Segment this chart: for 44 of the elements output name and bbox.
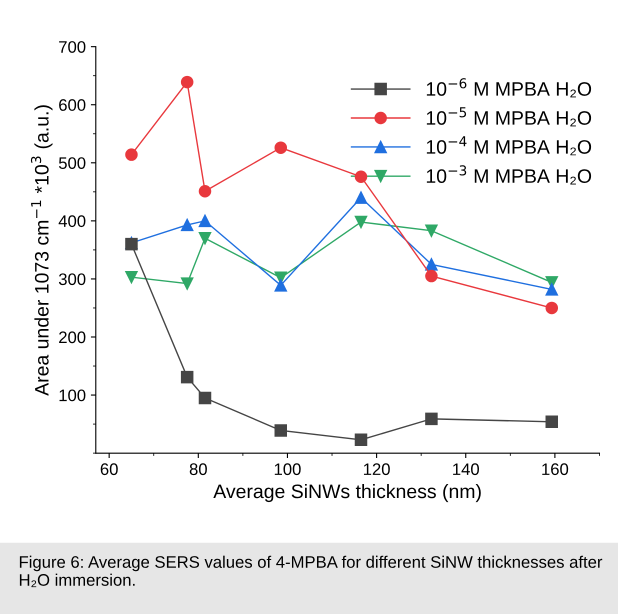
point xyxy=(180,370,194,384)
x-tick-label: 140 xyxy=(453,463,479,476)
y-axis-title: Area under 1073 cm$^{−1}$ *10$^{3}$ (a.u.) xyxy=(30,105,52,396)
y-tick-label: 200 xyxy=(59,331,86,344)
point xyxy=(546,416,558,428)
x-tick-label: 160 xyxy=(542,463,568,476)
point xyxy=(180,277,194,290)
y-tick-label: 700 xyxy=(59,41,86,53)
legend-label: 10$^{−4}$ M MPBA H₂O xyxy=(426,136,592,156)
x-tick-label: 120 xyxy=(364,463,390,476)
point xyxy=(546,283,558,296)
point xyxy=(198,232,212,245)
point xyxy=(425,224,438,237)
point xyxy=(354,191,368,204)
point xyxy=(354,170,368,183)
point xyxy=(125,148,138,161)
point xyxy=(125,270,138,284)
point xyxy=(198,185,212,198)
point xyxy=(354,434,368,446)
point xyxy=(274,424,288,437)
x-tick-label: 60 xyxy=(100,463,118,476)
point xyxy=(425,270,438,282)
point xyxy=(425,412,438,426)
point xyxy=(425,258,438,271)
legend-label: 10$^{−5}$ M MPBA H₂O xyxy=(426,107,592,126)
point xyxy=(546,302,558,314)
point xyxy=(180,218,194,232)
x-tick-label: 80 xyxy=(190,463,207,476)
y-tick-label: 400 xyxy=(58,215,86,228)
y-tick-label: 500 xyxy=(58,157,86,169)
point xyxy=(198,392,212,404)
y-tick-label: 600 xyxy=(59,99,86,111)
point xyxy=(274,279,288,292)
point xyxy=(274,141,288,154)
legend-label: 10$^{−3}$ M MPBA H₂O xyxy=(426,165,592,184)
x-tick-label: 100 xyxy=(274,463,301,476)
y-tick-label: 100 xyxy=(60,389,86,402)
point xyxy=(198,214,212,228)
y-tick-label: 300 xyxy=(58,273,86,286)
point xyxy=(354,216,368,228)
legend-label: 10$^{−6}$ M MPBA H₂O xyxy=(426,78,592,98)
point xyxy=(180,76,194,88)
caption: Figure 6: Average SERS values of 4-MPBA for different SiNW thicknesses after H₂O immersion. xyxy=(20,556,602,588)
x-axis-title: Average SiNWs thickness (nm) xyxy=(213,484,481,502)
